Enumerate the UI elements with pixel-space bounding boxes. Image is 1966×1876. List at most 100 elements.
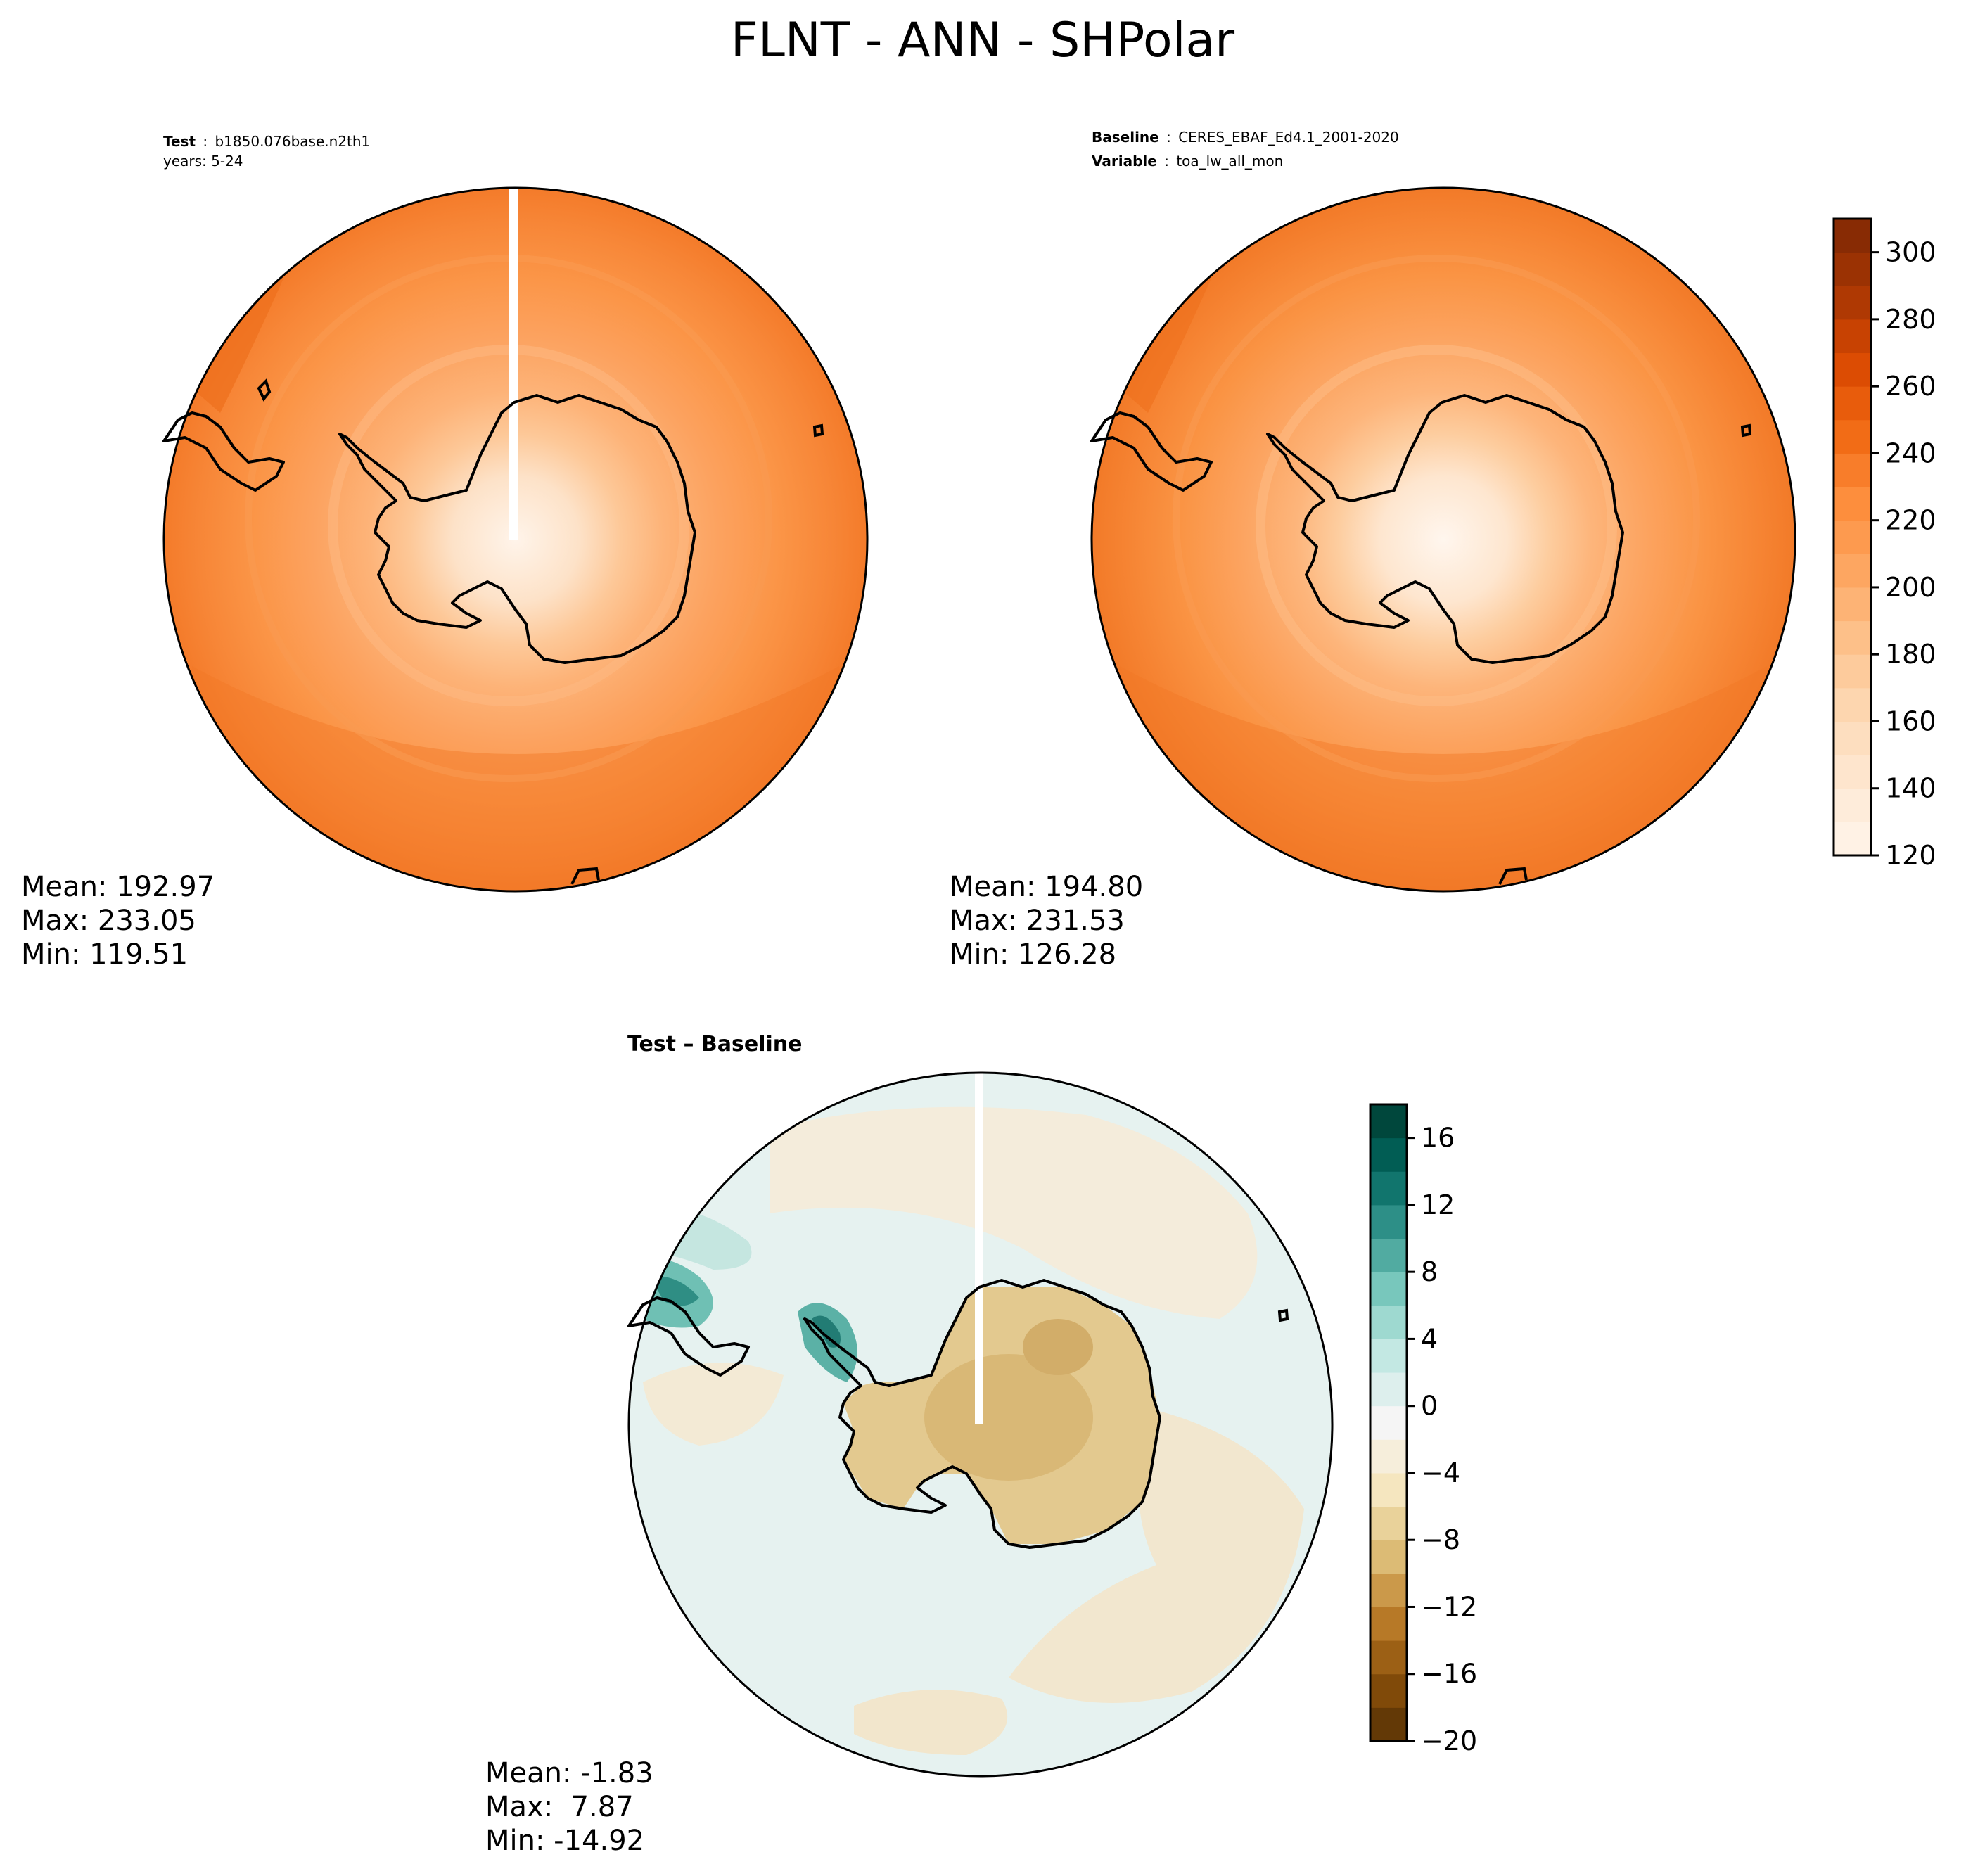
diff-colorbar-segment [1370, 1305, 1407, 1339]
diff-colorbar-tick-label: 16 [1421, 1123, 1455, 1154]
field-colorbar-segment [1834, 419, 1871, 454]
diff-panel: Test – Baseline [485, 1032, 1334, 1857]
field-colorbar-frame [1832, 217, 1872, 857]
field-colorbar-segment [1834, 352, 1871, 387]
diff-colorbar-segment [1370, 1540, 1407, 1574]
test-label-sep: : [203, 133, 208, 150]
diff-colorbar-ticks: −20 −16 −12 −8 −4 0 4 8 12 16 [1407, 1123, 1477, 1756]
field-colorbar-segment [1834, 755, 1871, 789]
field-colorbar-segment [1834, 219, 1871, 253]
test-map [162, 186, 869, 893]
diff-stat-min: Min: -14.92 [485, 1825, 644, 1857]
diff-colorbar-segment [1370, 1137, 1407, 1172]
diff-antarctica-outline [803, 1279, 1161, 1549]
diff-colorbar-segment [1370, 1707, 1407, 1742]
diff-colorbar-segment [1370, 1171, 1407, 1206]
field-colorbar-tick-label: 180 [1885, 639, 1936, 670]
field-colorbar: 120 140 160 180 200 220 240 260 280 300 [1832, 217, 1936, 871]
baseline-stat-mean: Mean: 194.80 [950, 871, 1143, 903]
field-colorbar-tick-label: 160 [1885, 706, 1936, 736]
diff-colorbar-tick-label: −8 [1421, 1524, 1460, 1555]
diff-colorbar-segment [1370, 1372, 1407, 1407]
diff-land-anomaly-core [1023, 1319, 1093, 1375]
test-missing-wedge [509, 188, 518, 540]
diff-colorbar-segment [1370, 1506, 1407, 1540]
diff-colorbar-segment [1370, 1439, 1407, 1474]
baseline-variable: Variable : toa_lw_all_mon [1092, 153, 1283, 170]
diff-map [627, 1071, 1334, 1778]
baseline-island-outline [1740, 423, 1752, 438]
field-colorbar-ticks: 120 140 160 180 200 220 240 260 280 300 [1871, 237, 1936, 871]
diff-stat-max: Max: 7.87 [485, 1791, 634, 1823]
field-colorbar-segment [1834, 520, 1871, 554]
diff-colorbar-tick-label: −12 [1421, 1591, 1477, 1622]
field-colorbar-segment [1834, 788, 1871, 822]
diff-colorbar-segment [1370, 1204, 1407, 1239]
baseline-island-outline [1498, 867, 1528, 885]
diff-colorbar-segment [1370, 1238, 1407, 1272]
test-stat-max: Max: 233.05 [21, 905, 196, 937]
diff-colorbar-tick-label: 0 [1421, 1391, 1438, 1422]
field-colorbar-tick-label: 240 [1885, 438, 1936, 468]
baseline-label-bold: Baseline [1092, 129, 1159, 146]
test-map-boundary [162, 186, 869, 893]
diff-island-outline [1277, 1308, 1289, 1322]
diff-colorbar-tick-label: −16 [1421, 1659, 1477, 1690]
baseline-label: Baseline : CERES_EBAF_Ed4.1_2001-2020 [1092, 129, 1399, 146]
baseline-variable-sep: : [1164, 153, 1169, 170]
diff-south-america-outline [627, 1296, 750, 1377]
test-island-outline [257, 378, 272, 402]
field-colorbar-segment [1834, 687, 1871, 722]
diff-colorbar-segments [1370, 1104, 1407, 1742]
diff-colorbar-segment [1370, 1405, 1407, 1440]
diff-colorbar: −20 −16 −12 −8 −4 0 4 8 12 16 [1369, 1103, 1477, 1756]
field-colorbar-tick-label: 120 [1885, 840, 1936, 871]
diff-missing-wedge [975, 1073, 983, 1424]
field-colorbar-segment [1834, 721, 1871, 755]
baseline-label-value: CERES_EBAF_Ed4.1_2001-2020 [1178, 129, 1399, 146]
diff-teal-anomaly-core [650, 1276, 699, 1306]
test-antarctica-outline [338, 394, 696, 664]
diff-colorbar-tick-label: −4 [1421, 1457, 1460, 1488]
diff-colorbar-segment [1370, 1673, 1407, 1708]
baseline-label-sep: : [1166, 129, 1171, 146]
test-stat-mean: Mean: 192.97 [21, 871, 215, 903]
diff-land-anomaly-core [924, 1354, 1093, 1481]
field-colorbar-segment [1834, 654, 1871, 689]
diff-colorbar-frame [1369, 1103, 1408, 1742]
test-label-bold: Test [163, 133, 196, 150]
diff-tan-patch [854, 1690, 1008, 1755]
diff-tan-patch [770, 1106, 1258, 1319]
baseline-contour-ring [1256, 345, 1617, 706]
baseline-antarctica-outline [1266, 394, 1624, 664]
field-colorbar-tick-label: 220 [1885, 505, 1936, 536]
field-colorbar-tick-label: 260 [1885, 371, 1936, 402]
diff-colorbar-segment [1370, 1472, 1407, 1507]
diff-colorbar-tick-label: 12 [1421, 1189, 1455, 1220]
diff-colorbar-segment [1370, 1607, 1407, 1641]
test-years: years: 5-24 [163, 153, 243, 170]
field-colorbar-segment [1834, 386, 1871, 421]
field-colorbar-segment [1834, 620, 1871, 655]
field-colorbar-segments [1834, 219, 1871, 856]
baseline-map-boundary [1090, 186, 1796, 893]
test-south-america-outline [162, 411, 285, 492]
diff-map-boundary [627, 1071, 1334, 1778]
test-label-value: b1850.076base.n2th1 [215, 133, 370, 150]
field-colorbar-tick-label: 300 [1885, 237, 1936, 268]
field-colorbar-segment [1834, 286, 1871, 320]
field-colorbar-tick-label: 140 [1885, 773, 1936, 804]
diff-colorbar-segment [1370, 1104, 1407, 1139]
field-colorbar-segment [1834, 822, 1871, 856]
test-label: Test : b1850.076base.n2th1 [163, 133, 370, 150]
baseline-map [1090, 186, 1796, 893]
field-colorbar-segment [1834, 554, 1871, 588]
field-colorbar-segment [1834, 487, 1871, 521]
diff-colorbar-segment [1370, 1640, 1407, 1675]
baseline-contour-ring [1173, 255, 1700, 782]
baseline-variable-value: toa_lw_all_mon [1176, 153, 1283, 170]
diff-stat-mean: Mean: -1.83 [485, 1757, 653, 1789]
diff-colorbar-tick-label: 8 [1421, 1256, 1438, 1287]
figure-title: FLNT - ANN - SHPolar [731, 13, 1234, 68]
field-colorbar-tick-label: 280 [1885, 304, 1936, 335]
